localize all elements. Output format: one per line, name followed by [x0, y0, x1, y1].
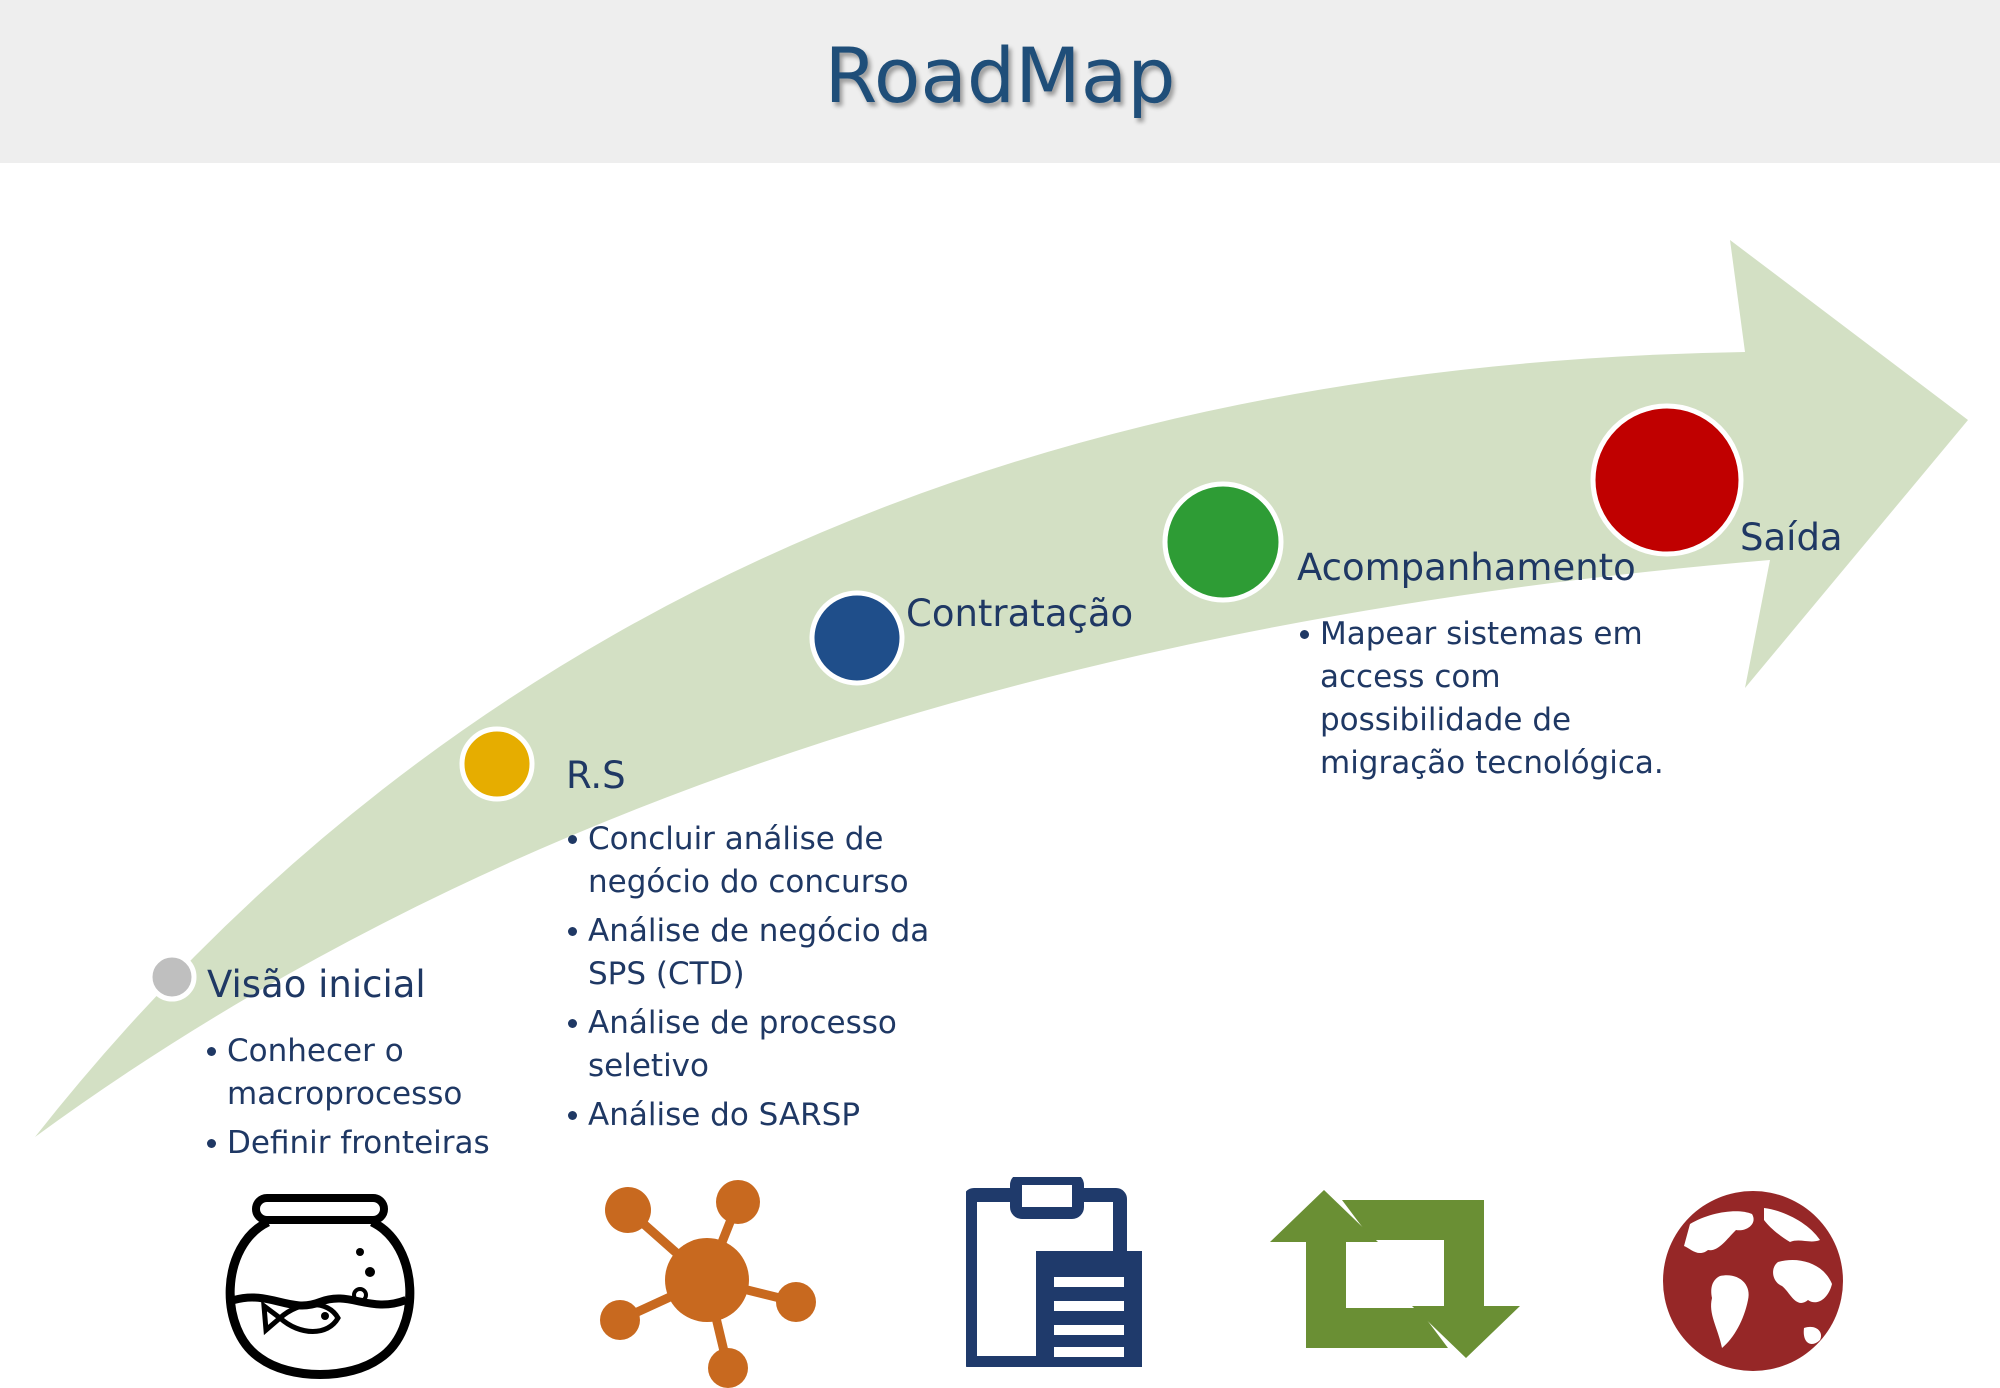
milestone-bullets-vision: Conhecer o macroprocesso Definir frontei… [205, 1030, 505, 1171]
milestone-dot-contracting [809, 590, 905, 686]
bullet-item: Análise do SARSP [566, 1094, 966, 1137]
title-bar [0, 0, 2000, 163]
milestone-title-monitoring: Acompanhamento [1297, 546, 1636, 589]
milestone-bullets-rs: Concluir análise de negócio do concurso … [566, 818, 966, 1143]
milestone-dot-rs [459, 726, 535, 802]
bullet-item: Análise de negócio da SPS (CTD) [566, 910, 966, 996]
milestone-dot-vision [147, 952, 197, 1002]
fishbowl-icon [225, 1194, 415, 1379]
milestone-title-vision: Visão inicial [207, 963, 426, 1006]
clipboard-icon [966, 1177, 1142, 1367]
roadmap-arrow-shape [35, 240, 1968, 1137]
retweet-icon [1270, 1190, 1520, 1358]
page-title: RoadMap [824, 31, 1176, 120]
bullet-item: Definir fronteiras [205, 1122, 505, 1165]
milestone-title-exit: Saída [1740, 516, 1843, 559]
globe-icon [1663, 1191, 1843, 1371]
milestone-dot-exit [1590, 403, 1744, 557]
milestone-title-rs: R.S [566, 754, 626, 797]
bullet-item: Conhecer o macroprocesso [205, 1030, 505, 1116]
network-icon [600, 1180, 816, 1388]
bullet-item: Mapear sistemas em access com possibilid… [1298, 613, 1683, 785]
bullet-item: Análise de processo seletivo [566, 1002, 966, 1088]
milestone-bullets-monitoring: Mapear sistemas em access com possibilid… [1298, 613, 1683, 791]
bullet-item: Concluir análise de negócio do concurso [566, 818, 966, 904]
milestone-dot-monitoring [1162, 481, 1284, 603]
milestone-title-contracting: Contratação [906, 592, 1134, 635]
